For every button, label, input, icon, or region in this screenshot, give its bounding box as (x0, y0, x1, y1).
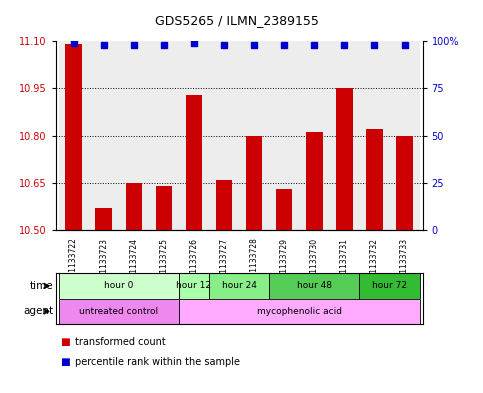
Bar (239, 41, 269, 230)
Text: transformed count: transformed count (75, 337, 166, 347)
Text: ■: ■ (60, 337, 70, 347)
Bar (179, 41, 209, 230)
Bar (336, 88, 353, 230)
Text: untreated control: untreated control (79, 307, 158, 316)
Text: hour 12: hour 12 (176, 281, 212, 290)
Bar (329, 41, 359, 230)
Bar (179, 299, 420, 324)
Bar (58, 299, 179, 324)
Bar (359, 273, 420, 299)
Bar (209, 41, 239, 230)
Bar (396, 136, 413, 230)
Bar (359, 41, 389, 230)
Text: mycophenolic acid: mycophenolic acid (257, 307, 342, 316)
Bar (389, 41, 420, 230)
Bar (58, 41, 89, 230)
Bar (65, 44, 82, 230)
Bar (209, 273, 269, 299)
Bar (58, 273, 179, 299)
Text: hour 24: hour 24 (222, 281, 256, 290)
Text: percentile rank within the sample: percentile rank within the sample (75, 356, 240, 367)
Bar (269, 273, 359, 299)
Bar (96, 208, 112, 230)
Bar (269, 41, 299, 230)
Bar (276, 189, 293, 230)
Text: hour 48: hour 48 (297, 281, 332, 290)
Bar (89, 41, 119, 230)
Text: agent: agent (23, 307, 53, 316)
Bar (216, 180, 232, 230)
Bar (299, 41, 329, 230)
Text: GDS5265 / ILMN_2389155: GDS5265 / ILMN_2389155 (155, 14, 319, 27)
Bar (149, 41, 179, 230)
Bar (179, 273, 209, 299)
Bar (246, 136, 262, 230)
Text: ■: ■ (60, 356, 70, 367)
Bar (119, 41, 149, 230)
Text: hour 0: hour 0 (104, 281, 133, 290)
Bar (366, 129, 383, 230)
Bar (126, 183, 142, 230)
Text: hour 72: hour 72 (372, 281, 407, 290)
Text: time: time (29, 281, 53, 291)
Bar (306, 132, 323, 230)
Bar (185, 95, 202, 230)
Bar (156, 186, 172, 230)
